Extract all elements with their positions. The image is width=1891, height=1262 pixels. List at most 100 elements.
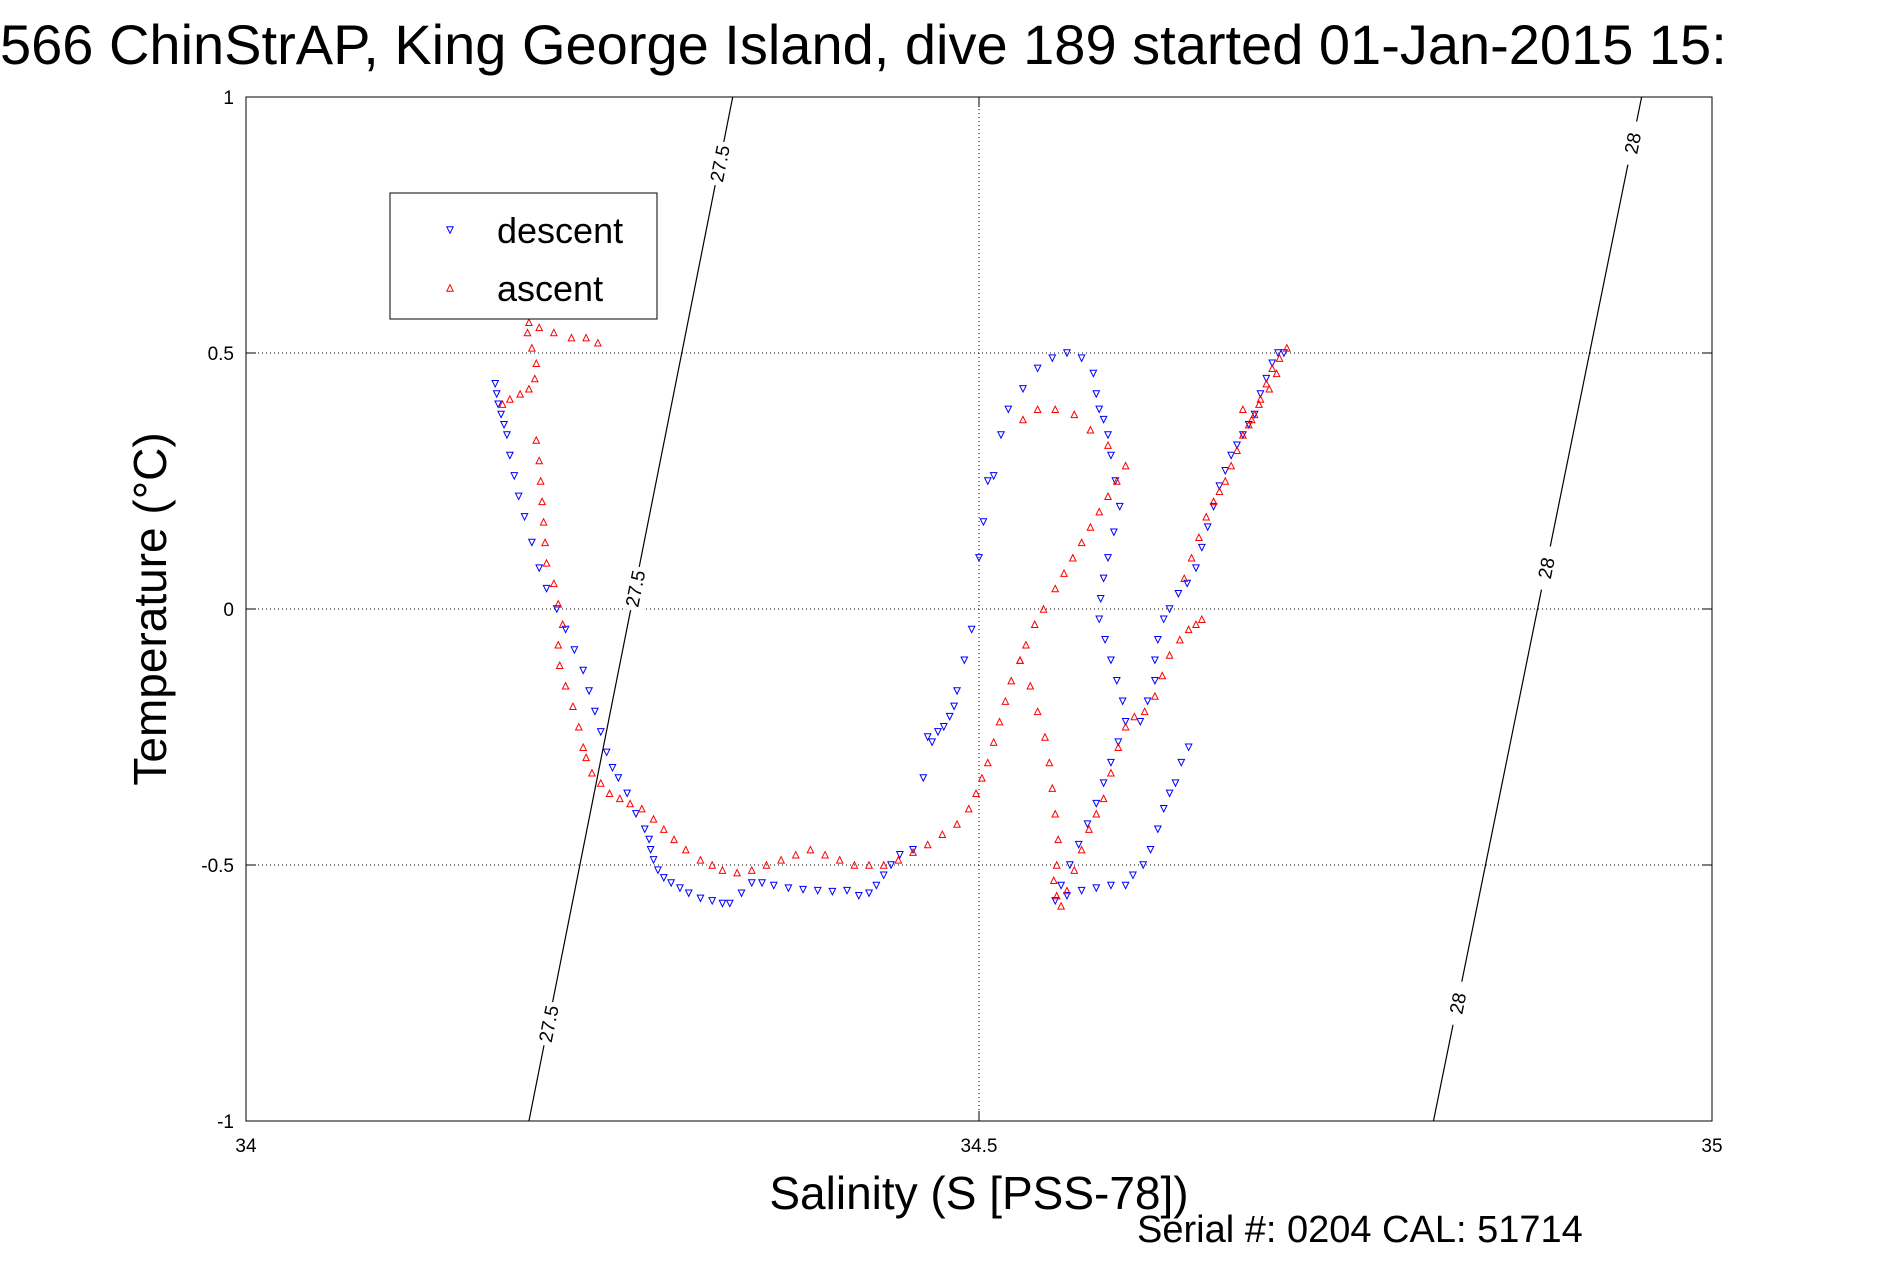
ascent-point [953, 819, 962, 828]
descent-point [953, 687, 962, 696]
descent-point [1004, 405, 1013, 414]
contour-label-bg [703, 139, 736, 188]
ascent-point [1001, 696, 1010, 705]
ascent-point [806, 845, 815, 854]
descent-point [919, 774, 928, 783]
ascent-point [1099, 794, 1108, 803]
ascent-point [1250, 410, 1259, 419]
ascent-point [1092, 809, 1101, 818]
ascent-point [1121, 461, 1130, 470]
ascent-point [1060, 568, 1069, 577]
descent-point [950, 702, 959, 711]
descent-point [1109, 528, 1118, 537]
contour-label: 28 [1621, 131, 1646, 156]
ascent-point [1052, 891, 1061, 900]
ascent-point [579, 742, 588, 751]
ascent-point [964, 804, 973, 813]
descent-point [1057, 881, 1066, 890]
ascent-point [524, 317, 533, 326]
descent-point [769, 881, 778, 890]
legend-box [389, 192, 658, 320]
descent-point [653, 866, 662, 875]
descent-point [1048, 354, 1057, 363]
data-points [491, 317, 1291, 910]
descent-point [640, 825, 649, 834]
ascent-point [983, 758, 992, 767]
descent-point [1051, 897, 1060, 906]
ascent-point [1197, 614, 1206, 623]
descent-point [983, 477, 992, 486]
contour-label: 28 [1535, 556, 1560, 581]
descent-point [646, 845, 655, 854]
descent-point [1095, 405, 1104, 414]
descent-point [1115, 502, 1124, 511]
ascent-point [626, 799, 635, 808]
y-tick-label: -0.5 [201, 856, 234, 877]
contour-label-bg [1616, 119, 1649, 168]
descent-point [1121, 717, 1130, 726]
ascent-point [1112, 476, 1121, 485]
x-tick-label: 34.5 [961, 1136, 998, 1157]
legend-marker-descent [445, 226, 455, 235]
ascent-point [777, 855, 786, 864]
ascent-point [1275, 353, 1284, 362]
grid-lines [246, 97, 1712, 1121]
ascent-point [1084, 824, 1093, 833]
ascent-point [1051, 405, 1060, 414]
ascent-point [972, 789, 981, 798]
ascent-point [1121, 722, 1130, 731]
descent-point [1177, 758, 1186, 767]
ascent-point [1048, 783, 1057, 792]
ascent-point [1272, 369, 1281, 378]
ascent-point [1150, 691, 1159, 700]
ascent-point [567, 333, 576, 342]
descent-point [579, 666, 588, 675]
ascent-point [821, 850, 830, 859]
descent-point [1033, 364, 1042, 373]
ascent-point [1282, 343, 1291, 352]
ascent-point [670, 835, 679, 844]
ascent-point [1165, 650, 1174, 659]
descent-point [1256, 390, 1265, 399]
descent-point [590, 707, 599, 716]
x-axis-label: Salinity (S [PSS-78]) [769, 1167, 1188, 1219]
descent-point [799, 885, 808, 894]
ascent-point [1068, 553, 1077, 562]
ascent-point [523, 328, 532, 337]
ascent-point [1018, 415, 1027, 424]
descent-point [1128, 871, 1137, 880]
y-tick-label: 1 [223, 88, 234, 109]
ascent-point [1086, 425, 1095, 434]
ascent-point [977, 773, 986, 782]
ascent-point [1180, 573, 1189, 582]
descent-point [1215, 482, 1224, 491]
descent-point [514, 492, 523, 501]
density-contour-line [1432, 96, 1643, 1122]
contour-label-bg [1441, 979, 1474, 1028]
descent-point [1274, 349, 1283, 358]
descent-point [1092, 799, 1101, 808]
descent-point [872, 881, 881, 890]
descent-point [1065, 861, 1074, 870]
descent-point [542, 584, 551, 593]
ascent-point [1057, 901, 1066, 910]
ascent-point [587, 768, 596, 777]
descent-point [497, 410, 506, 419]
descent-point [960, 656, 969, 665]
ascent-point [505, 394, 514, 403]
legend-marker-ascent [445, 283, 455, 292]
descent-point [1165, 605, 1174, 614]
descent-point [718, 899, 727, 908]
ascent-point [909, 847, 918, 856]
y-axis-label: Temperature (°C) [124, 432, 176, 785]
descent-point [1191, 564, 1200, 573]
descent-point [502, 431, 511, 440]
ascent-point [1045, 758, 1054, 767]
x-tick-label: 35 [1701, 1136, 1722, 1157]
descent-point [895, 851, 904, 860]
descent-point [865, 889, 874, 898]
ascent-point [1103, 492, 1113, 501]
descent-point [945, 712, 954, 721]
